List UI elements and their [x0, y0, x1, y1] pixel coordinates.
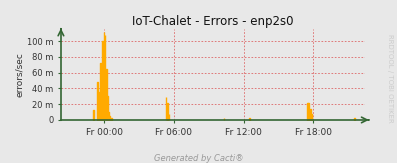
Text: Generated by Cacti®: Generated by Cacti® [154, 154, 243, 163]
Y-axis label: errors/sec: errors/sec [15, 52, 24, 97]
Title: IoT-Chalet - Errors - enp2s0: IoT-Chalet - Errors - enp2s0 [132, 15, 294, 28]
Text: RRDTOOL / TOBI OETIKER: RRDTOOL / TOBI OETIKER [387, 34, 393, 123]
